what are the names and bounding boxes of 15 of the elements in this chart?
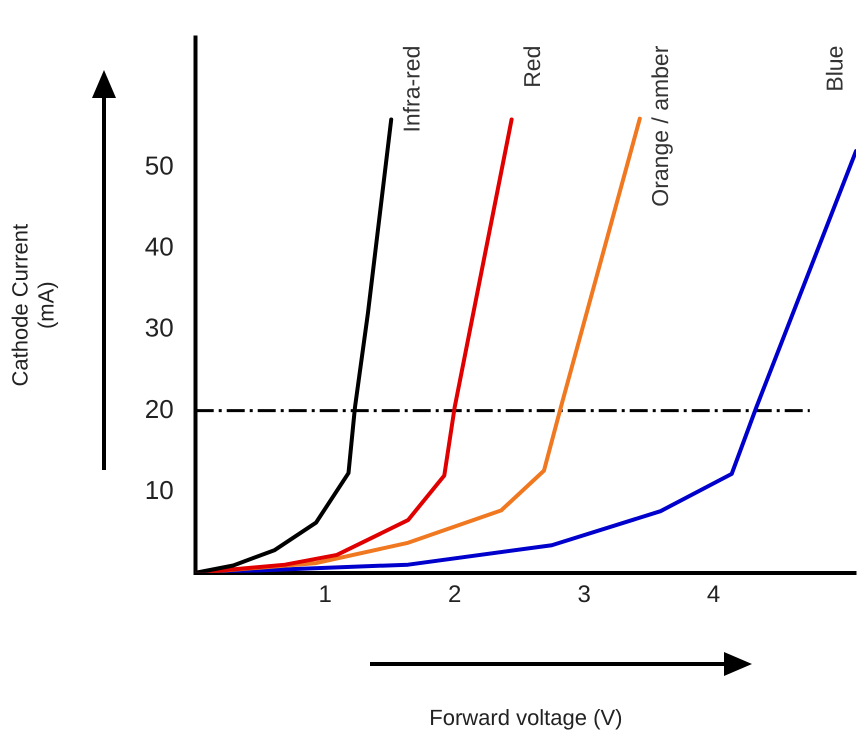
y-axis-title: Cathode Current (mA) bbox=[7, 224, 59, 387]
y-tick-label: 20 bbox=[144, 394, 174, 424]
x-tick-label: 1 bbox=[318, 580, 332, 608]
x-tick-label: 2 bbox=[448, 580, 462, 608]
y-tick-label: 50 bbox=[144, 150, 174, 181]
x-axis-title: Forward voltage (V) bbox=[429, 704, 622, 730]
text: Blue bbox=[821, 46, 848, 92]
x-tick-label: 4 bbox=[706, 580, 720, 608]
y-tick-label: 10 bbox=[144, 474, 174, 505]
text: Orange / amber bbox=[647, 45, 674, 207]
y-tick-label: 30 bbox=[144, 312, 174, 343]
x-tick-label: 3 bbox=[577, 580, 591, 608]
y-tick-label: 40 bbox=[144, 232, 174, 262]
text: Red bbox=[518, 46, 545, 88]
text: Infra-red bbox=[398, 46, 425, 133]
